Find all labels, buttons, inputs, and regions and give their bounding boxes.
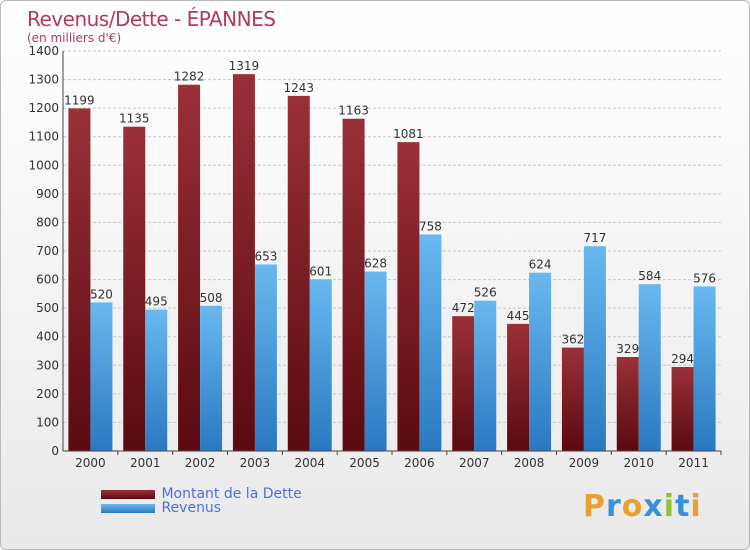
data-label: 1081 bbox=[393, 127, 424, 141]
bar-revenue bbox=[254, 264, 277, 451]
data-label: 758 bbox=[419, 219, 442, 233]
data-label: 508 bbox=[200, 291, 223, 305]
bar-debt bbox=[68, 108, 91, 451]
logo-letter: r bbox=[606, 489, 622, 524]
data-label: 520 bbox=[90, 287, 113, 301]
data-label: 1319 bbox=[229, 59, 260, 73]
data-label: 294 bbox=[671, 352, 694, 366]
data-label: 362 bbox=[561, 333, 584, 347]
x-tick-label: 2011 bbox=[678, 456, 709, 470]
bar-debt bbox=[287, 95, 310, 451]
chart-subtitle: (en milliers d'€) bbox=[27, 31, 122, 45]
data-label: 1243 bbox=[283, 81, 314, 95]
legend-label-debt: Montant de la Dette bbox=[161, 486, 302, 502]
proxiti-logo: Proxiti bbox=[583, 489, 702, 524]
bar-revenue bbox=[309, 279, 332, 451]
data-label: 601 bbox=[309, 264, 332, 278]
y-tick-label: 1100 bbox=[28, 130, 59, 144]
chart-title: Revenus/Dette - ÉPANNES bbox=[27, 7, 276, 31]
legend-item-revenue: Revenus bbox=[101, 501, 302, 515]
x-tick-label: 2003 bbox=[240, 456, 271, 470]
x-tick-label: 2004 bbox=[294, 456, 325, 470]
logo-letter: i bbox=[663, 489, 676, 524]
bar-revenue bbox=[693, 286, 716, 451]
logo-letter: o bbox=[621, 489, 644, 524]
bar-debt bbox=[342, 118, 365, 451]
data-label: 717 bbox=[583, 231, 606, 245]
y-tick-label: 200 bbox=[36, 387, 59, 401]
data-label: 445 bbox=[507, 309, 530, 323]
bar-debt bbox=[616, 357, 639, 451]
y-tick-label: 1200 bbox=[28, 101, 59, 115]
data-label: 628 bbox=[364, 257, 387, 271]
x-tick-label: 2010 bbox=[623, 456, 654, 470]
y-tick-label: 1400 bbox=[28, 44, 59, 58]
x-tick-label: 2000 bbox=[75, 456, 106, 470]
bar-revenue bbox=[145, 309, 168, 451]
y-tick-label: 1300 bbox=[28, 73, 59, 87]
y-tick-label: 0 bbox=[51, 444, 59, 458]
y-tick-label: 500 bbox=[36, 301, 59, 315]
bar-revenue bbox=[200, 305, 223, 451]
data-label: 1282 bbox=[174, 70, 205, 84]
y-tick-label: 400 bbox=[36, 330, 59, 344]
x-tick-label: 2002 bbox=[185, 456, 216, 470]
bar-revenue bbox=[90, 302, 113, 451]
bar-debt bbox=[178, 84, 201, 451]
x-tick-label: 2009 bbox=[569, 456, 600, 470]
x-tick-label: 2006 bbox=[404, 456, 435, 470]
data-label: 576 bbox=[693, 271, 716, 285]
logo-letter: i bbox=[690, 489, 702, 524]
y-tick-label: 1000 bbox=[28, 158, 59, 172]
logo-letter: t bbox=[675, 489, 691, 524]
legend-swatch-revenue bbox=[101, 503, 155, 513]
y-tick-label: 800 bbox=[36, 215, 59, 229]
bar-revenue bbox=[638, 284, 661, 451]
data-label: 1135 bbox=[119, 112, 150, 126]
x-tick-label: 2001 bbox=[130, 456, 161, 470]
legend-swatch-debt bbox=[101, 489, 155, 499]
bar-revenue bbox=[419, 234, 442, 451]
bar-debt bbox=[452, 316, 475, 451]
bar-revenue bbox=[474, 300, 497, 451]
bar-revenue bbox=[364, 271, 387, 451]
legend-label-revenue: Revenus bbox=[161, 500, 222, 516]
x-tick-label: 2005 bbox=[349, 456, 380, 470]
bar-revenue bbox=[529, 272, 552, 451]
legend-item-debt: Montant de la Dette bbox=[101, 487, 302, 501]
bar-revenue bbox=[583, 246, 606, 451]
bar-debt bbox=[671, 367, 694, 451]
data-label: 1163 bbox=[338, 104, 369, 118]
x-tick-label: 2008 bbox=[514, 456, 545, 470]
data-label: 329 bbox=[616, 342, 639, 356]
bar-debt bbox=[561, 347, 584, 451]
bar-debt bbox=[397, 142, 420, 451]
data-label: 1199 bbox=[64, 93, 95, 107]
data-label: 526 bbox=[474, 286, 497, 300]
logo-letter: P bbox=[583, 489, 606, 524]
legend: Montant de la Dette Revenus bbox=[101, 487, 302, 515]
data-label: 624 bbox=[529, 258, 552, 272]
data-label: 584 bbox=[638, 269, 661, 283]
data-label: 472 bbox=[452, 301, 475, 315]
bar-debt bbox=[507, 323, 530, 451]
y-tick-label: 100 bbox=[36, 415, 59, 429]
y-tick-label: 700 bbox=[36, 244, 59, 258]
bar-debt bbox=[232, 74, 255, 452]
data-label: 495 bbox=[145, 295, 168, 309]
y-tick-label: 900 bbox=[36, 187, 59, 201]
y-tick-label: 300 bbox=[36, 358, 59, 372]
logo-letter: x bbox=[643, 489, 664, 524]
x-tick-label: 2007 bbox=[459, 456, 490, 470]
data-label: 653 bbox=[254, 249, 277, 263]
bar-debt bbox=[123, 126, 146, 451]
y-tick-label: 600 bbox=[36, 273, 59, 287]
